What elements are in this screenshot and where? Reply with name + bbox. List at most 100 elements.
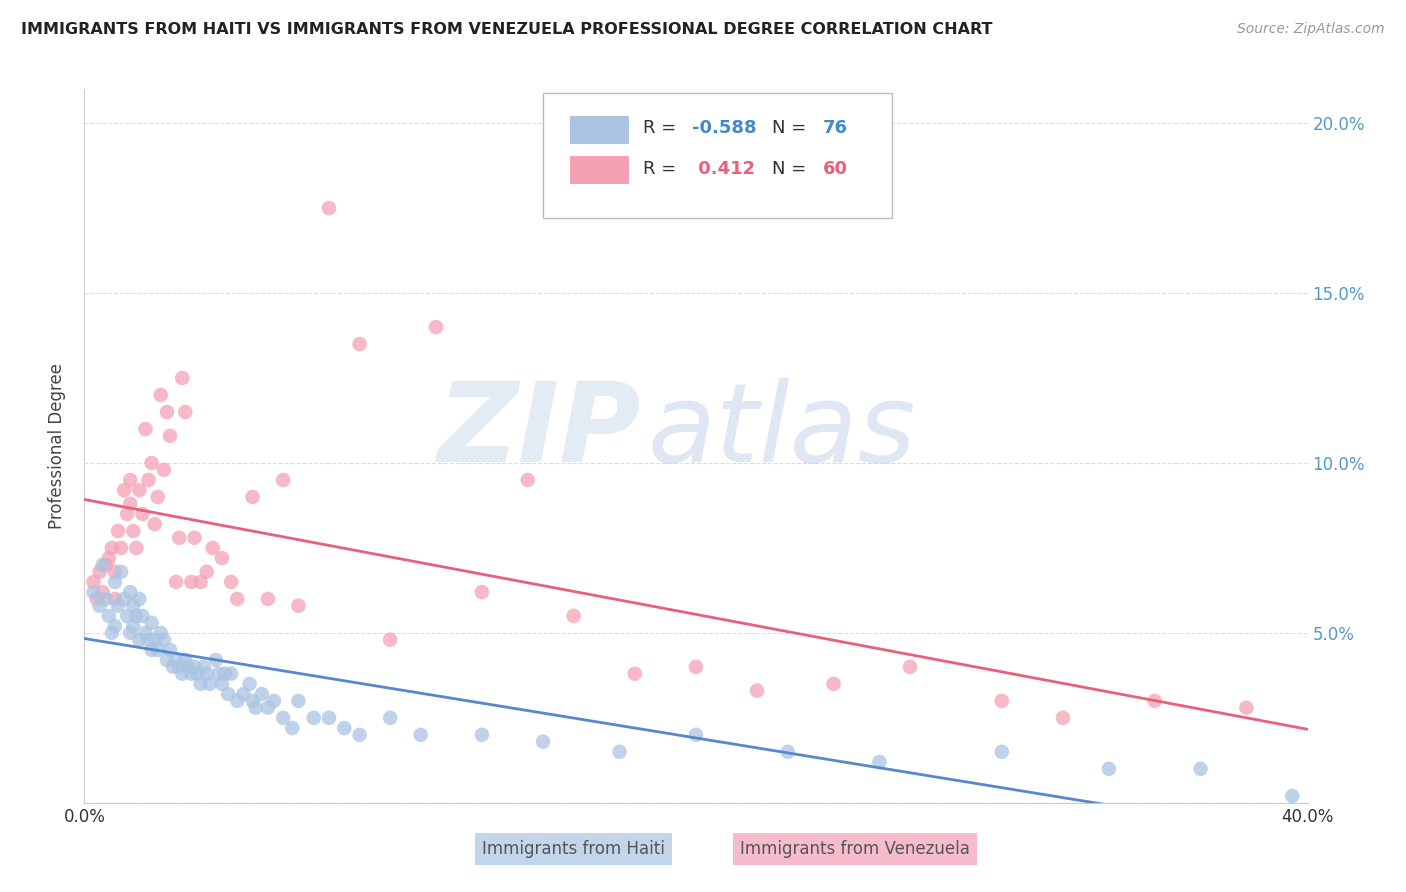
Point bbox=[91, 558, 114, 572]
Point bbox=[122, 599, 145, 613]
Point bbox=[991, 694, 1014, 708]
Point bbox=[1281, 789, 1303, 803]
Point bbox=[245, 700, 267, 714]
Point bbox=[110, 565, 132, 579]
Point bbox=[318, 201, 340, 215]
FancyBboxPatch shape bbox=[569, 116, 628, 145]
Text: atlas: atlas bbox=[647, 378, 915, 485]
Point bbox=[97, 551, 120, 566]
Point bbox=[156, 653, 179, 667]
Point bbox=[153, 632, 176, 647]
Point bbox=[211, 677, 233, 691]
FancyBboxPatch shape bbox=[543, 93, 891, 218]
Point bbox=[380, 632, 402, 647]
Point bbox=[112, 483, 135, 498]
Point bbox=[409, 728, 432, 742]
Point bbox=[89, 565, 111, 579]
Point bbox=[156, 405, 179, 419]
Point bbox=[122, 524, 145, 538]
Point bbox=[685, 660, 707, 674]
Text: 60: 60 bbox=[823, 161, 848, 178]
Point bbox=[242, 694, 264, 708]
Point bbox=[1098, 762, 1121, 776]
Point bbox=[271, 473, 294, 487]
Point bbox=[172, 666, 194, 681]
Point bbox=[107, 524, 129, 538]
Point bbox=[1236, 700, 1258, 714]
Text: IMMIGRANTS FROM HAITI VS IMMIGRANTS FROM VENEZUELA PROFESSIONAL DEGREE CORRELATI: IMMIGRANTS FROM HAITI VS IMMIGRANTS FROM… bbox=[21, 22, 993, 37]
Point bbox=[138, 473, 160, 487]
Point bbox=[120, 585, 142, 599]
Point bbox=[149, 388, 172, 402]
Point bbox=[562, 608, 585, 623]
Point bbox=[281, 721, 304, 735]
Point bbox=[991, 745, 1014, 759]
Point bbox=[226, 591, 249, 606]
Point bbox=[242, 490, 264, 504]
Text: R =: R = bbox=[644, 120, 682, 137]
Point bbox=[162, 660, 184, 674]
Point bbox=[125, 608, 148, 623]
Point bbox=[128, 483, 150, 498]
Point bbox=[257, 700, 280, 714]
Point bbox=[138, 632, 160, 647]
Point bbox=[120, 626, 142, 640]
Point bbox=[471, 585, 494, 599]
Point bbox=[94, 591, 117, 606]
Point bbox=[186, 666, 208, 681]
Point bbox=[183, 660, 205, 674]
Text: N =: N = bbox=[772, 120, 811, 137]
Point bbox=[177, 660, 200, 674]
Point bbox=[219, 574, 242, 589]
Point bbox=[214, 666, 236, 681]
Point bbox=[165, 574, 187, 589]
Point bbox=[271, 711, 294, 725]
Point bbox=[107, 599, 129, 613]
Point bbox=[115, 608, 138, 623]
Point bbox=[172, 371, 194, 385]
Point bbox=[217, 687, 239, 701]
Point bbox=[287, 599, 309, 613]
Point bbox=[120, 473, 142, 487]
Point bbox=[159, 429, 181, 443]
Point bbox=[380, 711, 402, 725]
Point bbox=[869, 755, 891, 769]
Point bbox=[1189, 762, 1212, 776]
Point bbox=[112, 591, 135, 606]
Point bbox=[131, 608, 153, 623]
Text: Immigrants from Haiti: Immigrants from Haiti bbox=[482, 840, 665, 858]
Point bbox=[115, 507, 138, 521]
Point bbox=[211, 551, 233, 566]
Point bbox=[101, 541, 124, 555]
Point bbox=[232, 687, 254, 701]
Point bbox=[302, 711, 325, 725]
Point bbox=[609, 745, 631, 759]
Text: 76: 76 bbox=[823, 120, 848, 137]
Point bbox=[198, 677, 221, 691]
Point bbox=[141, 615, 163, 630]
Point bbox=[318, 711, 340, 725]
Point bbox=[250, 687, 273, 701]
Point bbox=[89, 599, 111, 613]
Point bbox=[167, 660, 190, 674]
Point bbox=[333, 721, 356, 735]
Point bbox=[97, 608, 120, 623]
Point bbox=[195, 565, 218, 579]
Point bbox=[219, 666, 242, 681]
Point bbox=[205, 653, 228, 667]
Y-axis label: Professional Degree: Professional Degree bbox=[48, 363, 66, 529]
Point bbox=[174, 653, 197, 667]
Point bbox=[125, 541, 148, 555]
Point bbox=[195, 666, 218, 681]
Point bbox=[131, 507, 153, 521]
Point bbox=[183, 531, 205, 545]
Point bbox=[180, 574, 202, 589]
Point bbox=[685, 728, 707, 742]
Point bbox=[747, 683, 769, 698]
Point bbox=[180, 666, 202, 681]
Point bbox=[128, 591, 150, 606]
Point bbox=[776, 745, 799, 759]
Point bbox=[165, 653, 187, 667]
FancyBboxPatch shape bbox=[569, 155, 628, 184]
Point bbox=[104, 591, 127, 606]
